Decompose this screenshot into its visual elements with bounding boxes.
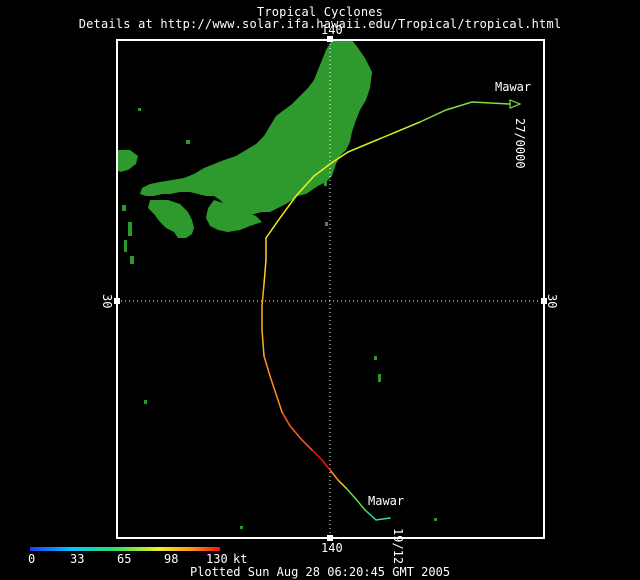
chart-title: Tropical Cyclones xyxy=(256,5,384,19)
scale-unit: kt xyxy=(233,552,248,566)
track-segment xyxy=(337,479,347,489)
island xyxy=(374,356,377,360)
scale-tick-65: 65 xyxy=(117,552,132,566)
track-segment xyxy=(261,283,265,357)
tick-mark xyxy=(327,535,333,541)
track-segment xyxy=(281,411,313,451)
island xyxy=(186,140,190,144)
island xyxy=(122,205,126,211)
tick-mark xyxy=(327,36,333,42)
scale-tick-98: 98 xyxy=(164,552,179,566)
track-segment xyxy=(311,449,331,471)
lon-label-top: 140 xyxy=(321,23,343,37)
island xyxy=(325,222,328,226)
track-segment xyxy=(265,151,349,239)
land-korea xyxy=(117,150,138,172)
track-segment xyxy=(263,237,267,285)
track-segment xyxy=(329,469,339,481)
island xyxy=(130,256,134,264)
track-segment xyxy=(263,355,283,413)
island xyxy=(144,400,147,404)
land-shikoku xyxy=(206,200,262,232)
lon-label-bottom: 140 xyxy=(321,541,343,555)
plotted-timestamp: Plotted Sun Aug 28 06:20:45 GMT 2005 xyxy=(189,565,451,579)
track-arrow-head xyxy=(509,99,522,109)
island xyxy=(324,180,327,186)
storm-name-start: Mawar xyxy=(368,494,405,508)
start-time-label: 19/12 xyxy=(391,528,405,565)
tick-mark xyxy=(114,298,120,304)
island xyxy=(378,374,381,382)
track-segment xyxy=(419,101,511,123)
scale-tick-130: 130 xyxy=(206,552,228,566)
island xyxy=(320,172,323,176)
island xyxy=(128,222,132,236)
lat-label-left: 30 xyxy=(100,294,114,309)
track-segment xyxy=(345,487,366,511)
land-kyushu xyxy=(148,200,194,238)
track-segment xyxy=(347,121,421,153)
island xyxy=(434,518,437,521)
end-time-label: 27/0000 xyxy=(513,118,527,169)
island xyxy=(138,108,141,111)
tick-mark xyxy=(541,298,547,304)
island xyxy=(124,240,127,252)
storm-name-end: Mawar xyxy=(495,80,532,94)
lat-label-right: 30 xyxy=(545,294,559,309)
scale-tick-0: 0 xyxy=(28,552,36,566)
details-url: Details at http://www.solar.ifa.hawaii.e… xyxy=(78,17,562,31)
scale-tick-33: 33 xyxy=(70,552,85,566)
intensity-scale-bar xyxy=(30,547,220,551)
track-segment xyxy=(364,509,391,521)
land-honshu xyxy=(140,40,372,216)
land-masses xyxy=(117,40,437,529)
storm-track xyxy=(261,99,522,521)
island xyxy=(240,526,243,529)
